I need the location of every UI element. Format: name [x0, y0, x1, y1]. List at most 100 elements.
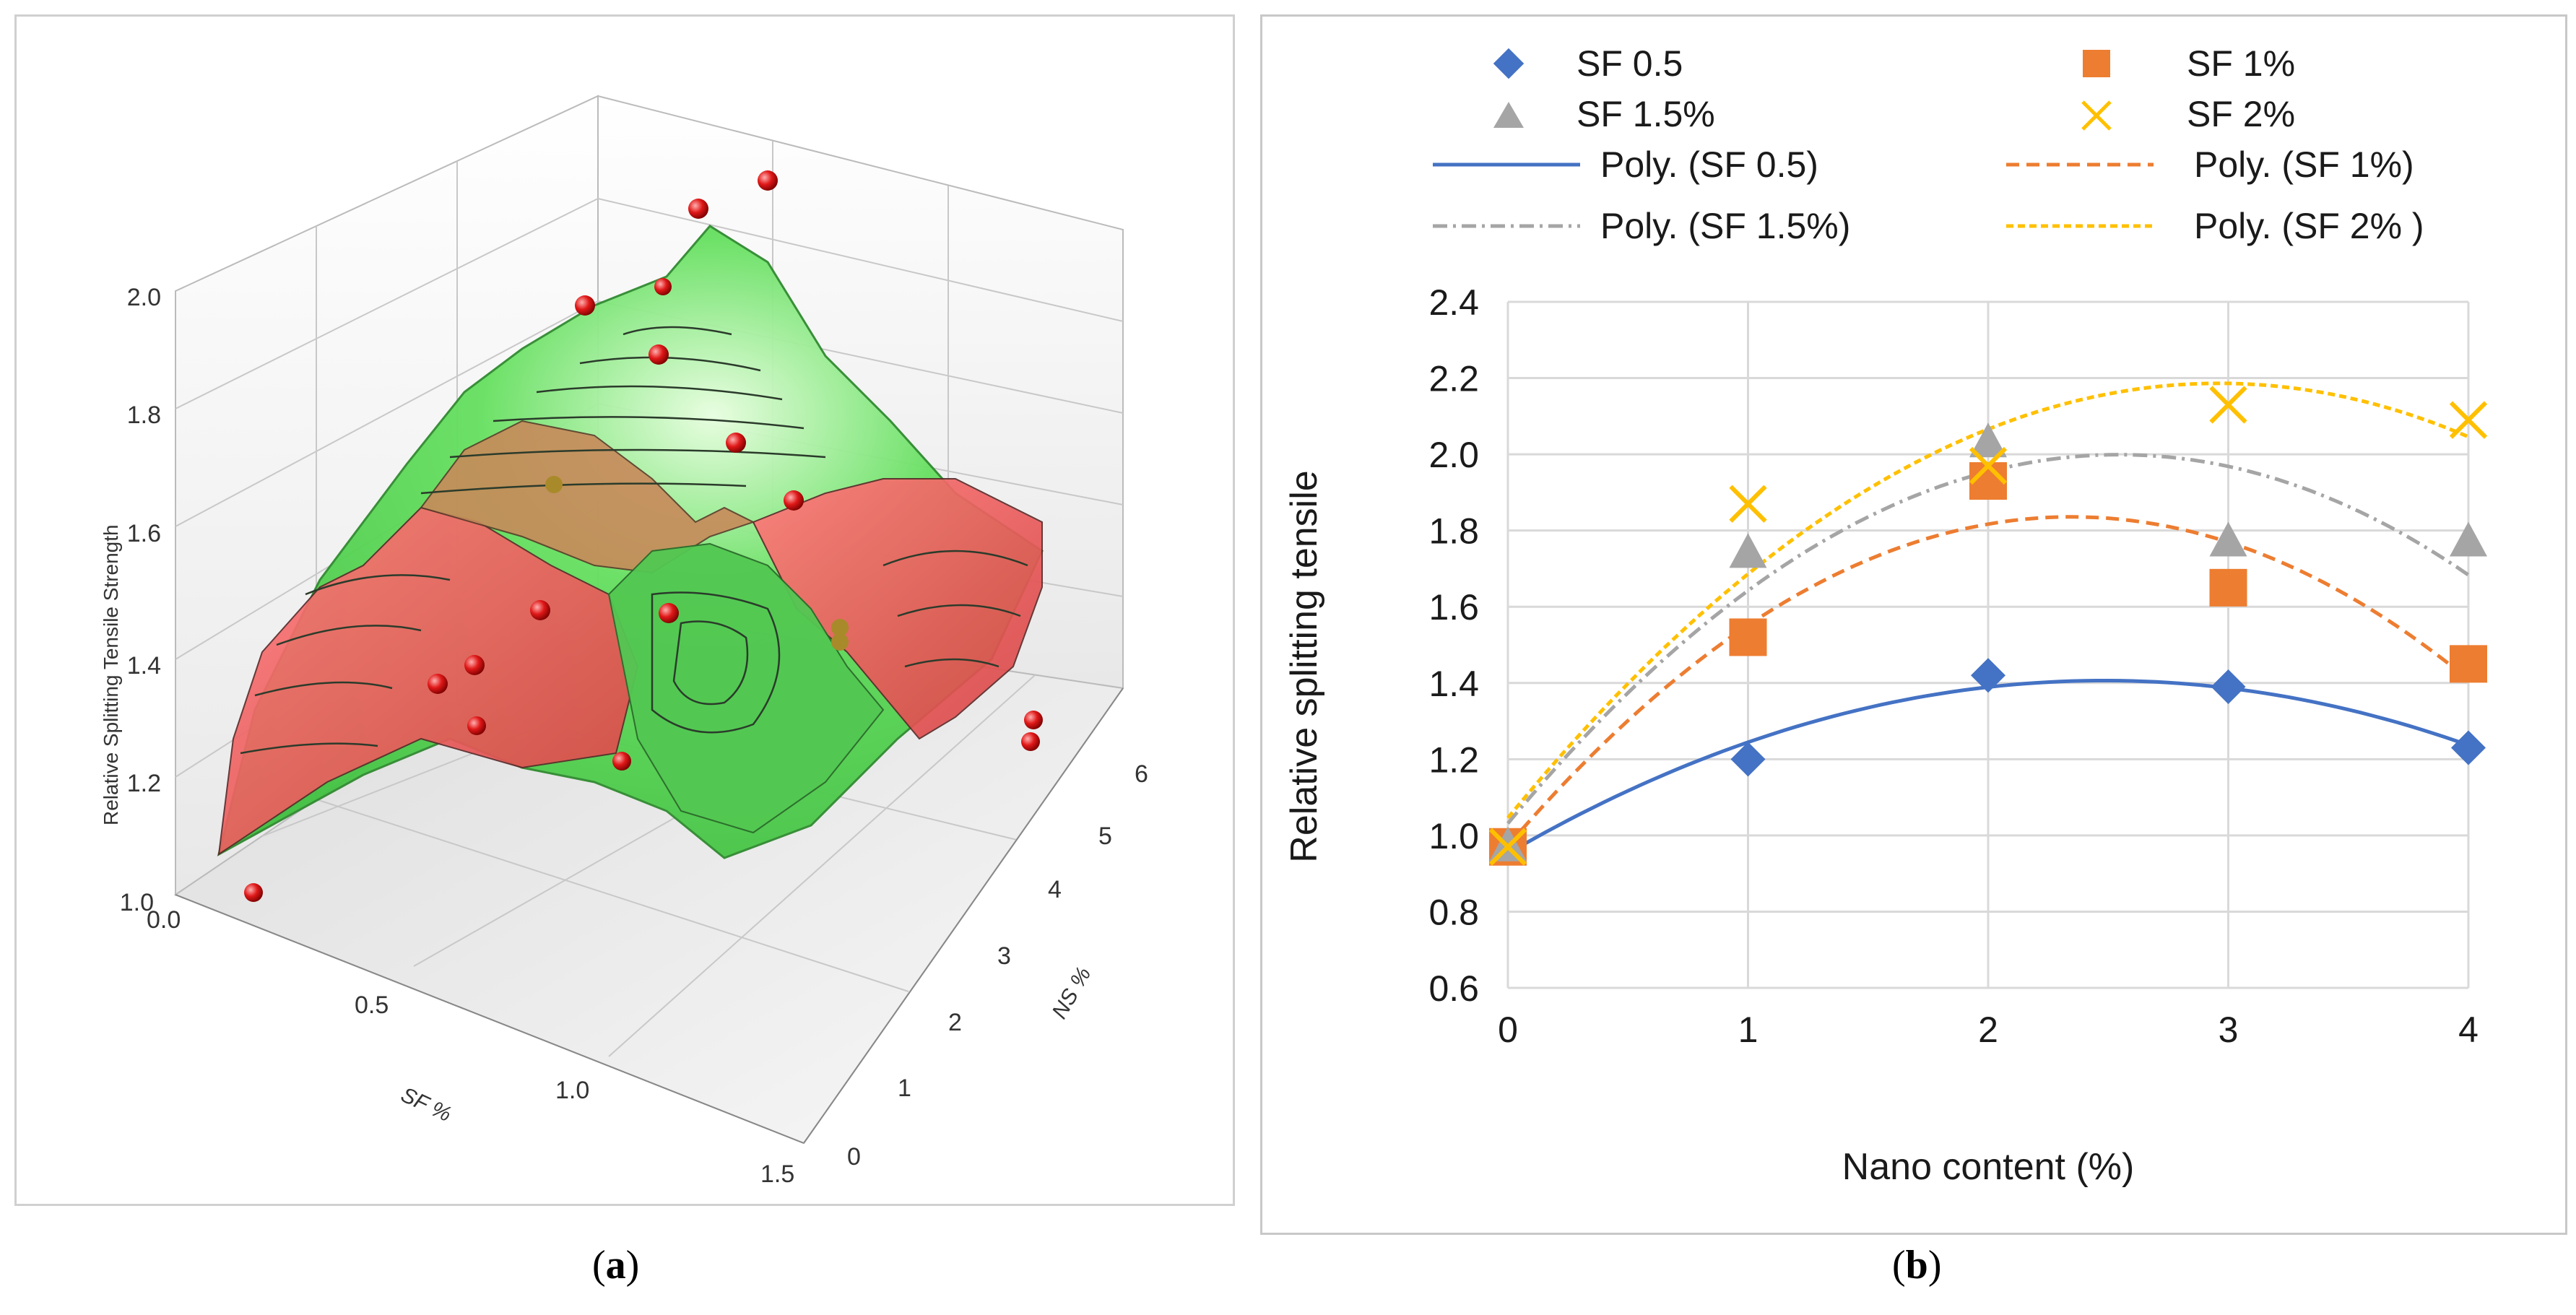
z-tick: 1.6 [127, 520, 161, 547]
surface-point [831, 633, 849, 651]
surface-point [530, 600, 550, 620]
y-tick-label: 1.2 [1428, 739, 1479, 780]
marker-x [2449, 401, 2488, 439]
marker-x [1488, 828, 1527, 866]
ns-tick: 4 [1048, 876, 1062, 903]
z-tick: 1.2 [127, 770, 161, 797]
y-tick-label: 2.2 [1428, 359, 1479, 399]
legend-marker-triangle [1493, 102, 1524, 128]
x-tick-label: 2 [1978, 1010, 1998, 1050]
marker-triangle [1729, 533, 1767, 568]
legend-item-poly-sf05: Poly. (SF 0.5) [1433, 144, 1818, 185]
legend-item-sf15: SF 1.5% [1493, 94, 1715, 134]
surface-point [467, 716, 486, 735]
gridlines [1506, 300, 2470, 989]
legend-label: SF 2% [2187, 94, 2295, 134]
surface-orange-band [420, 420, 755, 574]
legend-label: SF 0.5 [1577, 43, 1683, 84]
legend-label: SF 1.5% [1577, 94, 1715, 134]
tick-labels: 0.6 0.8 1.0 1.2 1.4 1.6 1.8 2.0 2.2 2.4 0 1 2 3 4 [1428, 282, 2478, 1050]
surface-point [1024, 711, 1043, 729]
scatter-chart: SF 0.5 SF 1% SF 1.5% SF 2% Poly. (SF 0.5… [1283, 43, 2488, 1188]
surface-point [831, 619, 849, 636]
legend-item-poly-sf1: Poly. (SF 1%) [2006, 144, 2414, 185]
surface-point [575, 295, 595, 316]
surface-data-points [244, 170, 1043, 902]
surface-red-right [752, 478, 1043, 740]
x-tick-label: 0 [1498, 1010, 1518, 1050]
marker-x [2209, 386, 2247, 424]
ns-tick: 6 [1135, 760, 1148, 788]
y-tick-label: 1.6 [1428, 587, 1479, 628]
ns-axis-label: NS % [1047, 963, 1096, 1023]
sf-tick: 1.5 [760, 1160, 794, 1188]
legend-label: Poly. (SF 1%) [2194, 144, 2414, 185]
surface-point [545, 476, 563, 493]
surface-point [784, 490, 804, 511]
legend-item-sf05: SF 0.5 [1493, 43, 1683, 84]
surface-point [654, 278, 672, 295]
z-axis: 1.0 1.2 1.4 1.6 1.8 2.0 Relative Splitti… [100, 284, 161, 916]
sf-tick: 0.0 [147, 906, 181, 934]
x-tick-label: 3 [2219, 1010, 2239, 1050]
marker-triangle [2450, 521, 2487, 557]
z-tick: 1.0 [120, 889, 154, 916]
ns-tick: 0 [847, 1143, 861, 1171]
surface-point [428, 674, 448, 694]
surface-point [1021, 732, 1040, 751]
x-tick-label: 1 [1738, 1010, 1758, 1050]
x-axis-label: Nano content (%) [1842, 1146, 2135, 1188]
legend-item-sf2: SF 2% [2081, 94, 2295, 134]
legend-marker-square [2083, 50, 2110, 77]
ns-tick: 1 [898, 1075, 911, 1102]
y-tick-label: 2.0 [1428, 435, 1479, 475]
surface-point [464, 655, 485, 675]
x-tick-label: 4 [2458, 1010, 2479, 1050]
z-tick: 1.4 [127, 652, 161, 680]
legend-marker-x [2081, 100, 2112, 131]
marker-diamond [2211, 669, 2246, 705]
y-tick-label: 2.4 [1428, 282, 1479, 323]
y-tick-label: 0.8 [1428, 892, 1479, 932]
surface-chart-panel: 1.0 1.2 1.4 1.6 1.8 2.0 Relative Splitti… [14, 14, 1235, 1206]
y-tick-label: 1.4 [1428, 664, 1479, 704]
z-tick: 2.0 [127, 284, 161, 311]
z-axis-label: Relative Splitting Tensile Strength [100, 524, 122, 825]
legend-item-sf1: SF 1% [2083, 43, 2295, 84]
marker-diamond [1730, 742, 1766, 777]
surface-chart: 1.0 1.2 1.4 1.6 1.8 2.0 Relative Splitti… [100, 95, 1148, 1188]
marker-x [1729, 485, 1767, 523]
caption-a: (a) [592, 1243, 640, 1288]
legend-marker-diamond [1493, 48, 1525, 79]
z-tick: 1.8 [127, 402, 161, 429]
legend: SF 0.5 SF 1% SF 1.5% SF 2% Poly. (SF 0.5… [1433, 43, 2424, 246]
y-tick-label: 1.8 [1428, 511, 1479, 552]
surface-point [649, 344, 669, 365]
legend-label: Poly. (SF 2% ) [2194, 206, 2424, 246]
sf-tick: 1.0 [555, 1077, 589, 1104]
marker-square [2209, 568, 2247, 607]
surface-point [659, 603, 679, 623]
marker-diamond [2451, 730, 2486, 765]
legend-label: Poly. (SF 0.5) [1600, 144, 1818, 185]
caption-b: (b) [1892, 1243, 1942, 1288]
ns-tick: 5 [1098, 823, 1112, 850]
legend-label: Poly. (SF 1.5%) [1600, 206, 1850, 246]
ns-tick: 2 [948, 1009, 962, 1036]
scatter-chart-panel: SF 0.5 SF 1% SF 1.5% SF 2% Poly. (SF 0.5… [1260, 14, 2567, 1235]
sf-tick: 0.5 [355, 991, 389, 1019]
y-tick-label: 0.6 [1428, 968, 1479, 1009]
trendline-dash [1506, 515, 2470, 847]
marker-diamond [1971, 658, 2005, 693]
contour-lines [240, 326, 1028, 755]
legend-label: SF 1% [2187, 43, 2295, 84]
marker-square [1729, 618, 1767, 656]
marker-triangle [2209, 521, 2247, 557]
sf-axis-label: SF % [397, 1082, 455, 1127]
surface-point [244, 883, 263, 902]
surface-point [688, 199, 708, 219]
marker-triangle [1969, 422, 2007, 458]
surface-point [758, 170, 778, 191]
marker-square [2450, 645, 2487, 683]
ns-tick: 3 [997, 942, 1011, 970]
